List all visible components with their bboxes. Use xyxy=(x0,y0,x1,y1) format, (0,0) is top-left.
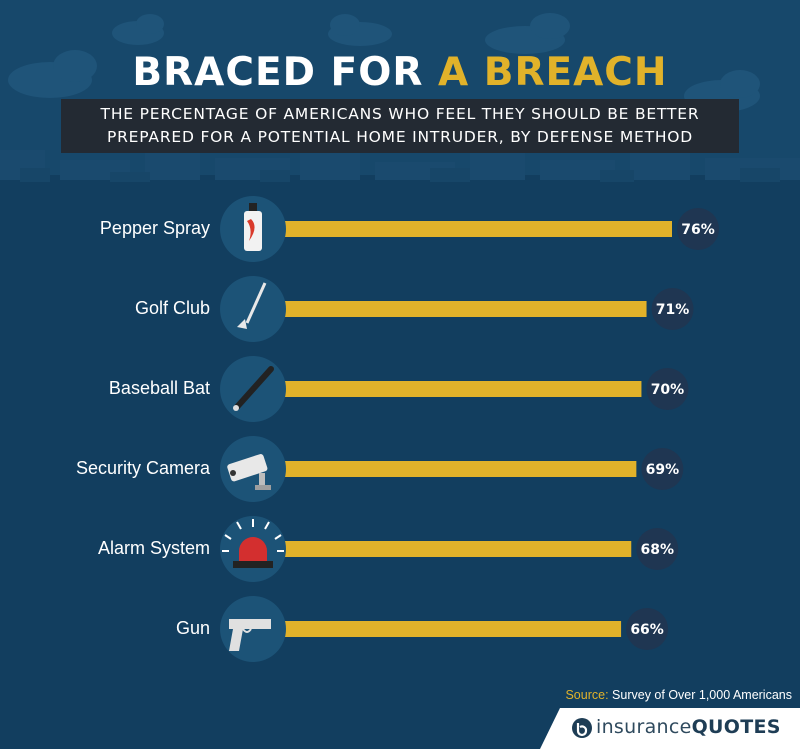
bar xyxy=(280,381,642,397)
data-label: 70% xyxy=(651,382,685,398)
chart-subtitle: THE PERCENTAGE OF AMERICANS WHO FEEL THE… xyxy=(100,105,700,146)
footer-band xyxy=(540,708,800,749)
data-label: 68% xyxy=(641,542,675,558)
bar xyxy=(280,221,672,237)
pepper-spray-icon xyxy=(244,203,262,251)
data-label: 66% xyxy=(630,622,664,638)
gun-icon xyxy=(229,619,271,651)
insurancequotes-logo-icon xyxy=(572,718,592,738)
source-note: Source: Survey of Over 1,000 Americans xyxy=(565,688,792,702)
golf-club-icon xyxy=(237,282,267,329)
category-label: Security Camera xyxy=(75,458,210,478)
value-badge xyxy=(651,288,694,330)
bar xyxy=(280,541,632,557)
category-label: Pepper Spray xyxy=(99,218,210,238)
subtitle-box xyxy=(61,99,739,153)
title-part1: BRACED FOR xyxy=(132,50,424,95)
category-label: Gun xyxy=(175,618,210,638)
data-label: 76% xyxy=(681,222,715,238)
value-badge xyxy=(677,208,719,250)
brand-part1: insurance xyxy=(596,716,692,738)
baseball-bat-icon xyxy=(233,366,274,411)
value-badge xyxy=(641,448,684,490)
security-camera-icon xyxy=(227,454,271,490)
chart-title: BRACED FOR A BREACH xyxy=(0,50,800,95)
bar xyxy=(280,461,637,477)
value-badge xyxy=(626,608,669,650)
source-text: Survey of Over 1,000 Americans xyxy=(612,688,792,702)
value-badge xyxy=(646,368,689,410)
bar xyxy=(280,621,622,637)
bar xyxy=(280,301,647,317)
category-label: Alarm System xyxy=(97,538,210,558)
title-part2: A BREACH xyxy=(437,50,668,95)
data-label: 69% xyxy=(646,462,680,478)
category-label: Golf Club xyxy=(134,298,210,318)
category-label: Baseball Bat xyxy=(108,378,210,398)
brand-part2: QUOTES xyxy=(691,716,781,738)
value-badge xyxy=(636,528,679,570)
data-label: 71% xyxy=(656,302,690,318)
brand-wordmark: insuranceQUOTES xyxy=(596,716,781,738)
source-label: Source: xyxy=(565,688,609,702)
alarm-siren-icon xyxy=(222,519,284,568)
